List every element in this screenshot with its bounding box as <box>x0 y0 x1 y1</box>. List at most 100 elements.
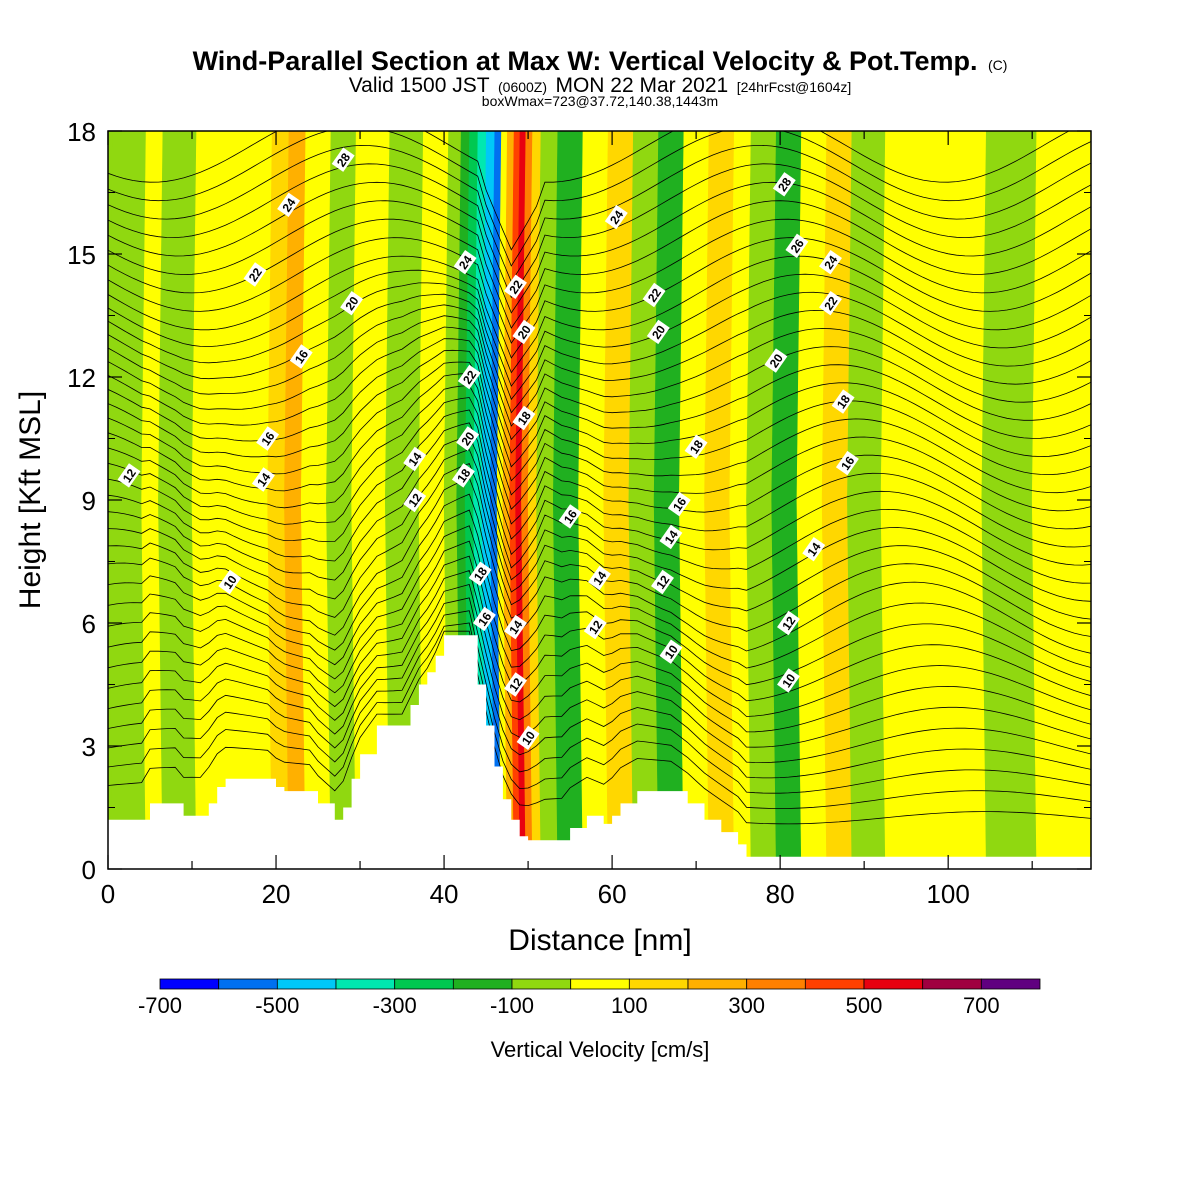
colorbar-tick-label: 700 <box>963 993 1000 1018</box>
contour-label-box <box>659 524 683 550</box>
contour-label-box <box>684 434 708 459</box>
theta-contour <box>108 555 1091 733</box>
theta-contour <box>108 131 1091 267</box>
contour-label: 20 <box>646 319 670 345</box>
contour-label: 12 <box>583 614 607 640</box>
colorbar-swatch <box>980 978 1041 990</box>
contour-label: 22 <box>819 290 842 316</box>
theta-contour <box>108 282 1091 401</box>
velocity-band <box>527 131 542 869</box>
contour-label-box <box>277 192 301 218</box>
contour-label-box <box>558 504 582 529</box>
contour-label-box <box>403 446 427 472</box>
colorbar-swatch <box>511 978 572 990</box>
x-tick-label: 0 <box>101 879 115 909</box>
contour-label: 20 <box>764 348 788 373</box>
contour-label-box <box>453 249 477 275</box>
contour-label: 12 <box>651 569 674 595</box>
contour-label-box <box>651 569 674 595</box>
contour-label-box <box>504 614 527 640</box>
x-axis-label: Distance [nm] <box>508 924 691 957</box>
contour-label: 14 <box>588 565 611 591</box>
velocity-band <box>552 131 584 869</box>
colorbar-tick-label: -700 <box>138 993 182 1018</box>
velocity-band <box>796 131 828 869</box>
contour-label: 28 <box>331 147 355 172</box>
theta-contour <box>108 218 1091 344</box>
contour-label: 10 <box>218 569 242 595</box>
x-tick-label: 20 <box>262 879 291 909</box>
contour-label: 22 <box>243 262 267 287</box>
theta-contour <box>108 373 1091 512</box>
velocity-band <box>1031 131 1091 869</box>
y-tick-label: 18 <box>67 117 96 147</box>
contour-label: 18 <box>831 389 855 414</box>
contour-label-box <box>512 319 536 345</box>
colorbar-swatch <box>570 978 630 990</box>
contour-label-box <box>218 569 242 595</box>
velocity-band <box>704 131 735 869</box>
contour-label: 14 <box>504 614 527 640</box>
contour-label: 18 <box>468 561 492 587</box>
contour-label-box <box>819 249 842 275</box>
y-tick-label: 15 <box>67 240 96 270</box>
velocity-band <box>603 131 634 869</box>
chart-title: Wind-Parallel Section at Max W: Vertical… <box>193 46 978 76</box>
theta-contour <box>108 349 1091 482</box>
velocity-field <box>108 131 1091 869</box>
theta-contour <box>108 409 1091 566</box>
x-tick-label: 80 <box>766 879 795 909</box>
axis-ticks <box>107 130 1091 870</box>
contour-label-box <box>251 467 275 492</box>
contour-label-box <box>403 487 427 513</box>
contour-label-box <box>451 463 475 488</box>
contour-label-box <box>331 147 355 172</box>
contour-label: 20 <box>340 290 364 316</box>
velocity-band <box>284 131 307 869</box>
colorbar <box>159 978 1041 990</box>
velocity-band <box>880 131 987 869</box>
velocity-band <box>267 131 290 869</box>
y-tick-label: 0 <box>82 855 96 885</box>
contour-label: 12 <box>777 610 800 636</box>
theta-contour <box>108 477 1091 654</box>
contour-label: 24 <box>604 204 628 230</box>
contour-label-box <box>457 364 481 390</box>
contour-label-box <box>835 450 859 476</box>
y-axis-label: Height [Kft MSL] <box>14 391 47 609</box>
colorbar-swatch <box>335 978 396 990</box>
colorbar-tick-label: -500 <box>255 993 299 1018</box>
contour-label: 24 <box>277 192 301 218</box>
contour-label: 22 <box>642 282 666 308</box>
velocity-band <box>847 131 886 869</box>
contour-label-box <box>819 290 842 316</box>
colorbar-swatch <box>159 978 220 990</box>
contour-label: 16 <box>289 344 313 369</box>
colorbar-tick-labels: -700 -500 -300 -100 100 300 500 700 <box>138 993 1000 1018</box>
contour-label-box <box>456 426 480 451</box>
contour-label-box <box>642 282 666 308</box>
theta-contour <box>108 326 1091 454</box>
contour-label-box <box>772 172 796 197</box>
box-max-info: boxWmax=723@37.72,140.38,1443m <box>482 93 718 109</box>
contour-label-box <box>468 561 492 587</box>
y-tick-label: 12 <box>67 363 96 393</box>
colorbar-swatch <box>218 978 278 990</box>
contour-label: 14 <box>802 536 826 562</box>
colorbar-title: Vertical Velocity [cm/s] <box>491 1037 710 1062</box>
colorbar-swatch <box>863 978 924 990</box>
theta-contour <box>108 449 1091 620</box>
contour-label: 12 <box>117 463 141 488</box>
theta-contour <box>108 525 1091 702</box>
velocity-band <box>158 131 197 869</box>
contour-label: 22 <box>457 364 481 390</box>
contour-label: 16 <box>558 504 582 529</box>
contour-label: 18 <box>684 434 708 459</box>
contour-label: 24 <box>819 249 842 275</box>
contour-label: 14 <box>403 446 427 472</box>
colorbar-tick-label: -300 <box>373 993 417 1018</box>
contour-label-box <box>785 233 809 259</box>
theta-contours <box>108 131 1091 825</box>
colorbar-swatch <box>276 978 337 990</box>
